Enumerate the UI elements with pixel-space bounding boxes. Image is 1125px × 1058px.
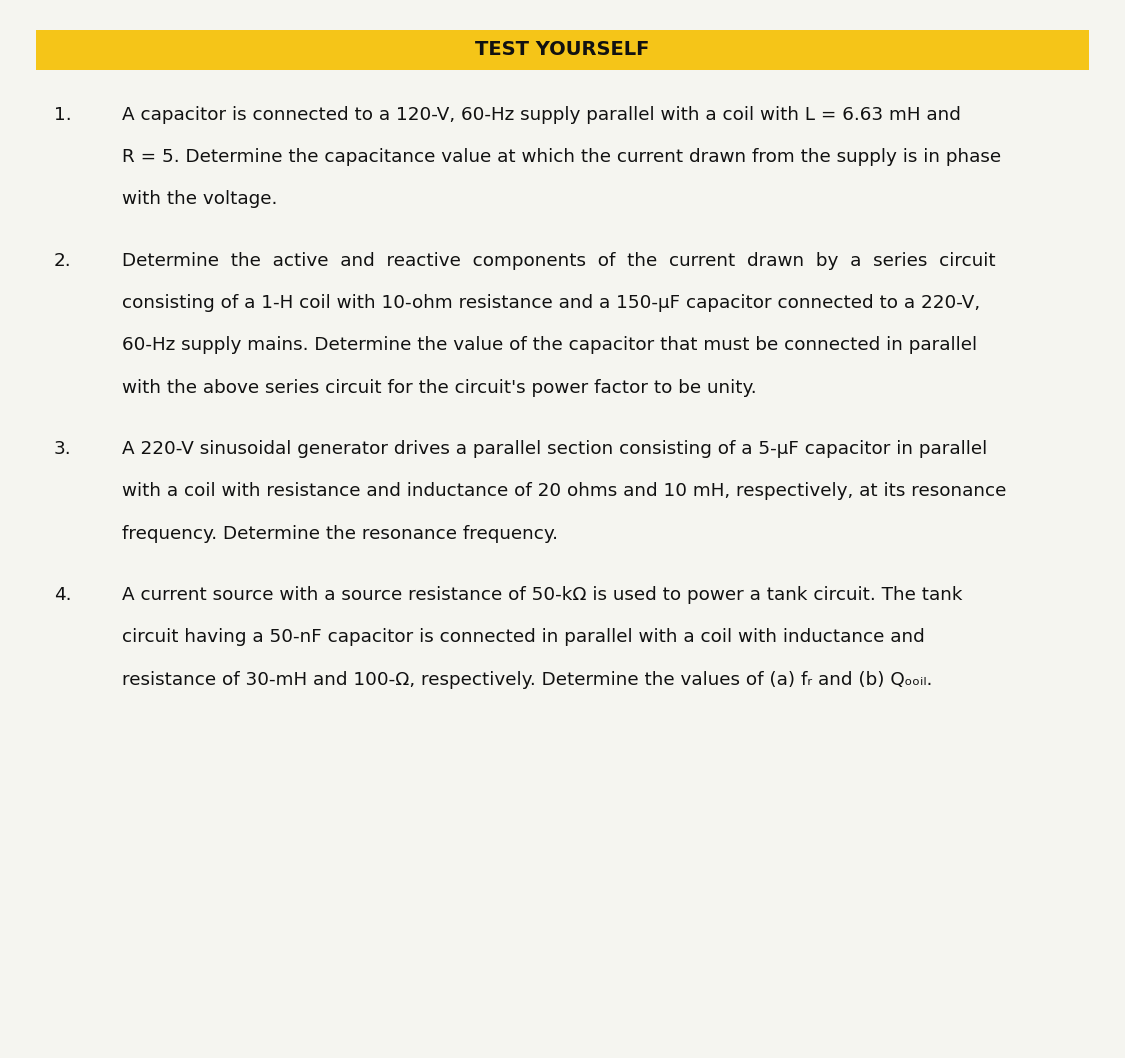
Text: 1.: 1.	[54, 106, 72, 124]
Text: TEST YOURSELF: TEST YOURSELF	[476, 40, 650, 59]
Text: 3.: 3.	[54, 440, 72, 458]
Text: A capacitor is connected to a 120-V, 60-Hz supply parallel with a coil with L = : A capacitor is connected to a 120-V, 60-…	[122, 106, 961, 124]
Text: 4.: 4.	[54, 586, 72, 604]
Text: A 220-V sinusoidal generator drives a parallel section consisting of a 5-μF capa: A 220-V sinusoidal generator drives a pa…	[122, 440, 987, 458]
Text: consisting of a 1-H coil with 10-ohm resistance and a 150-μF capacitor connected: consisting of a 1-H coil with 10-ohm res…	[122, 294, 980, 312]
Text: with a coil with resistance and inductance of 20 ohms and 10 mH, respectively, a: with a coil with resistance and inductan…	[122, 482, 1006, 500]
FancyBboxPatch shape	[36, 30, 1089, 70]
Text: with the above series circuit for the circuit's power factor to be unity.: with the above series circuit for the ci…	[122, 379, 756, 397]
Text: R = 5. Determine the capacitance value at which the current drawn from the suppl: R = 5. Determine the capacitance value a…	[122, 148, 1000, 166]
Text: Determine  the  active  and  reactive  components  of  the  current  drawn  by  : Determine the active and reactive compon…	[122, 252, 996, 270]
Text: resistance of 30-mH and 100-Ω, respectively. Determine the values of (a) fᵣ and : resistance of 30-mH and 100-Ω, respectiv…	[122, 671, 932, 689]
Text: A current source with a source resistance of 50-kΩ is used to power a tank circu: A current source with a source resistanc…	[122, 586, 962, 604]
Text: 60-Hz supply mains. Determine the value of the capacitor that must be connected : 60-Hz supply mains. Determine the value …	[122, 336, 976, 354]
Text: 2.: 2.	[54, 252, 72, 270]
Text: circuit having a 50-nF capacitor is connected in parallel with a coil with induc: circuit having a 50-nF capacitor is conn…	[122, 628, 925, 646]
Text: frequency. Determine the resonance frequency.: frequency. Determine the resonance frequ…	[122, 525, 558, 543]
Text: with the voltage.: with the voltage.	[122, 190, 277, 208]
